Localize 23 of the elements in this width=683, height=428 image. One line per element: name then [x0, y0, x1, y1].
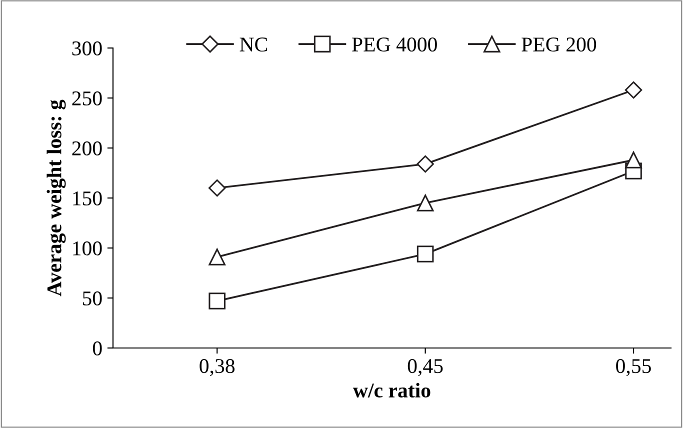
- y-tick-label: 200: [72, 141, 102, 156]
- point: [208, 248, 226, 266]
- point: [624, 81, 642, 99]
- y-tick-label: 150: [73, 191, 102, 206]
- point: [208, 179, 226, 197]
- legend-label: PEG 4000: [352, 37, 437, 52]
- point: [416, 194, 434, 212]
- y-tick-label: 50: [82, 291, 102, 306]
- y-axis-title: Average weight loss: g: [46, 100, 66, 296]
- x-tick-label: 0,55: [616, 359, 651, 376]
- point: [416, 246, 434, 262]
- legend-label: NC: [240, 38, 268, 52]
- x-tick-label: 0,45: [408, 359, 443, 376]
- legend-label: PEG 200: [522, 37, 596, 52]
- x-axis-title: w/c ratio: [353, 382, 430, 398]
- point: [625, 152, 642, 168]
- y-tick-label: 0: [92, 341, 102, 356]
- x-tick-label: 0,38: [200, 359, 235, 376]
- point: [416, 155, 434, 173]
- y-tick-label: 100: [73, 241, 102, 256]
- y-tick-label: 300: [72, 41, 102, 56]
- y-tick-label: 250: [72, 91, 102, 106]
- point: [208, 292, 226, 310]
